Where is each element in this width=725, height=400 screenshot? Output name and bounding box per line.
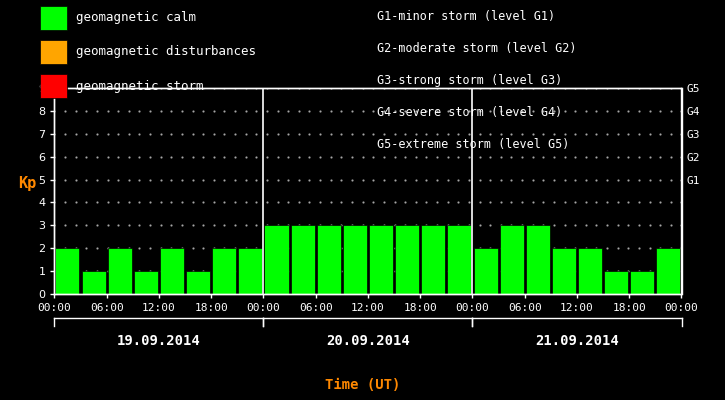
- Text: 19.09.2014: 19.09.2014: [117, 334, 201, 348]
- Bar: [265, 225, 289, 294]
- Bar: [55, 248, 80, 294]
- Text: geomagnetic disturbances: geomagnetic disturbances: [76, 46, 256, 58]
- Text: G1-minor storm (level G1): G1-minor storm (level G1): [377, 10, 555, 23]
- Text: G4-severe storm (level G4): G4-severe storm (level G4): [377, 106, 563, 119]
- Bar: [552, 248, 576, 294]
- Bar: [421, 225, 445, 294]
- Bar: [526, 225, 550, 294]
- Bar: [630, 271, 655, 294]
- Bar: [108, 248, 132, 294]
- Bar: [395, 225, 419, 294]
- Text: G2-moderate storm (level G2): G2-moderate storm (level G2): [377, 42, 576, 55]
- Text: Time (UT): Time (UT): [325, 378, 400, 392]
- Text: geomagnetic storm: geomagnetic storm: [76, 80, 204, 92]
- Text: geomagnetic calm: geomagnetic calm: [76, 12, 196, 24]
- Bar: [656, 248, 681, 294]
- Text: 21.09.2014: 21.09.2014: [535, 334, 619, 348]
- Bar: [343, 225, 367, 294]
- Bar: [473, 248, 497, 294]
- Bar: [369, 225, 393, 294]
- Bar: [500, 225, 523, 294]
- Bar: [239, 248, 262, 294]
- Bar: [81, 271, 106, 294]
- Bar: [212, 248, 236, 294]
- Bar: [317, 225, 341, 294]
- Text: G5-extreme storm (level G5): G5-extreme storm (level G5): [377, 138, 569, 151]
- Bar: [160, 248, 184, 294]
- Bar: [134, 271, 158, 294]
- Y-axis label: Kp: Kp: [18, 176, 36, 191]
- Bar: [447, 225, 471, 294]
- Text: 20.09.2014: 20.09.2014: [326, 334, 410, 348]
- Bar: [186, 271, 210, 294]
- Bar: [578, 248, 602, 294]
- Bar: [291, 225, 315, 294]
- Text: G3-strong storm (level G3): G3-strong storm (level G3): [377, 74, 563, 87]
- Bar: [604, 271, 628, 294]
